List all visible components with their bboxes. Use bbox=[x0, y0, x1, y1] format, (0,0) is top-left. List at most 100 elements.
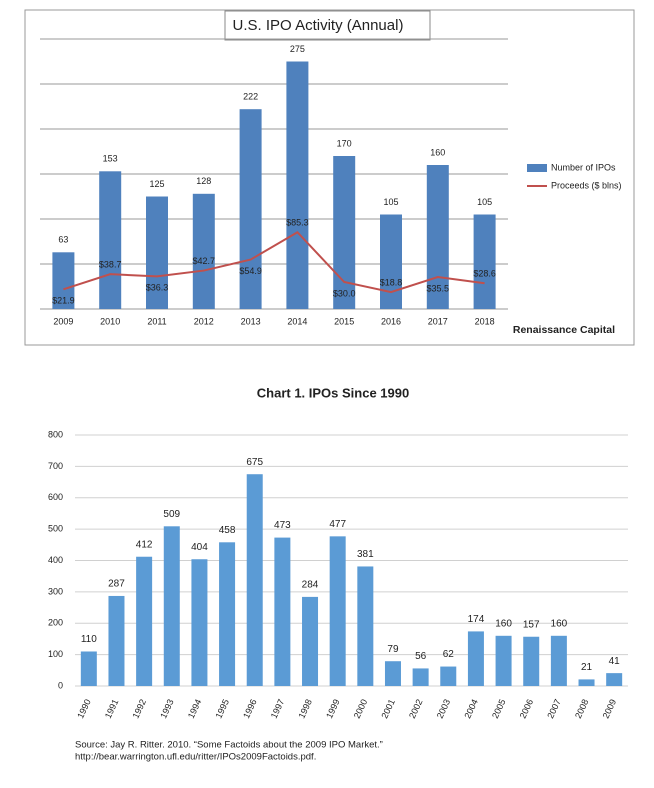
bar bbox=[333, 156, 356, 309]
source-note: Renaissance Capital bbox=[513, 324, 615, 336]
bar bbox=[219, 542, 236, 686]
y-tick-label: 200 bbox=[48, 618, 63, 628]
data-label: 477 bbox=[329, 519, 346, 530]
bar bbox=[357, 566, 374, 686]
y-tick-label: 500 bbox=[48, 524, 63, 534]
x-tick-label: 2015 bbox=[334, 316, 354, 326]
data-label: 222 bbox=[243, 92, 258, 102]
data-label: 62 bbox=[443, 649, 455, 660]
x-tick-label: 2008 bbox=[573, 698, 591, 720]
data-label: 412 bbox=[136, 539, 153, 550]
chart-title: Chart 1. IPOs Since 1990 bbox=[257, 385, 409, 400]
data-label: 275 bbox=[290, 44, 305, 54]
bar bbox=[136, 556, 153, 686]
x-tick-label: 2018 bbox=[475, 316, 495, 326]
data-label: 160 bbox=[430, 147, 445, 157]
data-label: 287 bbox=[108, 579, 125, 590]
y-tick-label: 800 bbox=[48, 429, 63, 439]
x-tick-label: 2001 bbox=[379, 698, 397, 720]
x-tick-label: 1999 bbox=[324, 698, 342, 720]
data-label: $30.0 bbox=[333, 288, 356, 298]
line bbox=[63, 230, 485, 294]
bar bbox=[191, 559, 208, 686]
bar bbox=[467, 631, 484, 686]
bar bbox=[473, 214, 496, 309]
data-label: $21.9 bbox=[52, 296, 75, 306]
data-label: 170 bbox=[337, 138, 352, 148]
y-tick-label: 0 bbox=[58, 680, 63, 690]
bar bbox=[52, 252, 75, 309]
data-label: 56 bbox=[415, 651, 427, 662]
x-tick-label: 2009 bbox=[601, 698, 619, 720]
x-tick-label: 2016 bbox=[381, 316, 401, 326]
x-tick-label: 2004 bbox=[462, 698, 480, 720]
data-label: 675 bbox=[246, 457, 263, 468]
x-tick-label: 1990 bbox=[75, 698, 93, 720]
x-tick-label: 2002 bbox=[407, 698, 425, 720]
x-tick-label: 1994 bbox=[186, 698, 204, 720]
bar bbox=[440, 666, 457, 686]
x-tick-label: 2014 bbox=[287, 316, 307, 326]
x-tick-label: 2009 bbox=[53, 316, 73, 326]
x-tick-label: 1991 bbox=[103, 698, 121, 720]
data-label: $18.8 bbox=[380, 277, 403, 287]
data-label: 41 bbox=[609, 656, 621, 667]
x-tick-label: 2006 bbox=[518, 698, 536, 720]
x-tick-label: 2003 bbox=[435, 698, 453, 720]
bar bbox=[384, 661, 401, 686]
x-tick-label: 2005 bbox=[490, 698, 508, 720]
bar bbox=[80, 651, 97, 686]
data-label: 174 bbox=[468, 614, 485, 625]
data-label: $54.9 bbox=[239, 266, 262, 276]
bar bbox=[192, 193, 215, 309]
data-label: 473 bbox=[274, 520, 291, 531]
data-label: 128 bbox=[196, 176, 211, 186]
data-label: 153 bbox=[103, 154, 118, 164]
x-tick-label: 2012 bbox=[194, 316, 214, 326]
y-tick-label: 700 bbox=[48, 461, 63, 471]
bar bbox=[495, 635, 512, 686]
data-label: 79 bbox=[387, 644, 399, 655]
bar bbox=[99, 171, 122, 309]
chart-frame bbox=[24, 9, 635, 346]
bar bbox=[239, 109, 262, 309]
data-label: 21 bbox=[581, 662, 593, 673]
data-label: 404 bbox=[191, 542, 208, 553]
bar bbox=[578, 679, 595, 686]
bar bbox=[246, 474, 263, 686]
x-tick-label: 2011 bbox=[147, 316, 166, 326]
data-label: 125 bbox=[149, 179, 164, 189]
bar bbox=[108, 595, 125, 686]
data-label: $38.7 bbox=[99, 260, 122, 270]
data-label: 110 bbox=[81, 634, 97, 645]
bar bbox=[523, 636, 540, 686]
data-label: 105 bbox=[477, 197, 492, 207]
source-note: Source: Jay R. Ritter. 2010. “Some Facto… bbox=[75, 740, 383, 751]
bar bbox=[426, 165, 449, 309]
data-label: 157 bbox=[523, 619, 540, 630]
data-label: $85.3 bbox=[286, 218, 309, 228]
data-label: 509 bbox=[163, 509, 180, 520]
data-label: $28.6 bbox=[473, 269, 496, 279]
x-tick-label: 1995 bbox=[214, 698, 232, 720]
data-label: $35.5 bbox=[427, 283, 450, 293]
data-label: 160 bbox=[551, 618, 568, 629]
bar bbox=[412, 668, 429, 686]
data-label: 458 bbox=[219, 525, 236, 536]
data-label: 381 bbox=[357, 549, 374, 560]
data-label: 284 bbox=[302, 580, 319, 591]
data-label: 105 bbox=[383, 197, 398, 207]
data-label: $42.7 bbox=[193, 256, 216, 266]
bar bbox=[274, 537, 291, 686]
data-label: $36.3 bbox=[146, 283, 169, 293]
bar bbox=[146, 196, 168, 309]
legend-label: Number of IPOs bbox=[551, 162, 616, 172]
x-tick-label: 1998 bbox=[296, 698, 314, 720]
x-tick-label: 2013 bbox=[241, 316, 261, 326]
bar bbox=[302, 596, 319, 686]
bar bbox=[380, 214, 402, 309]
y-tick-label: 100 bbox=[48, 649, 63, 659]
bar bbox=[606, 673, 623, 686]
legend-swatch bbox=[527, 164, 547, 172]
